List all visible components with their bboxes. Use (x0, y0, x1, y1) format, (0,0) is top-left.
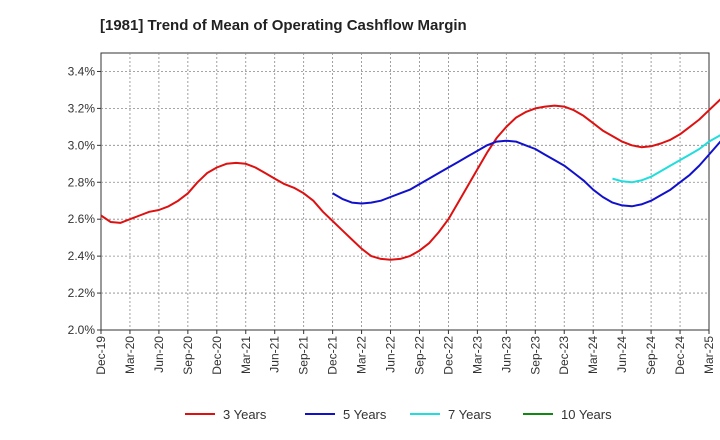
x-tick-label: Dec-23 (557, 336, 571, 375)
x-axis-ticks: Dec-19 Mar-20 Jun-20 Sep-20 Dec-20 Mar-21 Jun-… (94, 330, 716, 375)
x-tick-label: Mar-22 (355, 336, 369, 374)
y-tick-label: 2.4% (68, 249, 96, 263)
y-tick-label: 2.6% (68, 212, 96, 226)
x-tick-label: Mar-23 (470, 336, 484, 374)
x-tick-label: Mar-20 (123, 336, 137, 374)
x-tick-label: Sep-23 (528, 336, 542, 375)
y-axis-ticks: 2.0% 2.2% 2.4% 2.6% 2.8% 3.0% 3.2% 3.4% (68, 64, 101, 337)
y-tick-label: 2.0% (68, 323, 96, 337)
x-tick-label: Dec-20 (210, 336, 224, 375)
x-tick-label: Jun-20 (152, 336, 166, 373)
x-tick-label: Sep-24 (644, 336, 658, 375)
y-tick-label: 2.8% (68, 175, 96, 189)
x-tick-label: Dec-22 (441, 336, 455, 375)
x-tick-label: Sep-22 (412, 336, 426, 375)
x-tick-label: Sep-20 (181, 336, 195, 375)
series-line-3-years (100, 98, 720, 261)
x-tick-label: Jun-23 (499, 336, 513, 373)
series-lines (100, 98, 720, 261)
x-tick-label: Jun-24 (615, 336, 629, 373)
x-tick-label: Jun-22 (384, 336, 398, 373)
series-line-7-years (612, 134, 720, 184)
x-tick-label: Mar-21 (239, 336, 253, 374)
y-tick-label: 3.0% (68, 138, 96, 152)
x-tick-label: Jun-21 (268, 336, 282, 373)
x-tick-label: Dec-19 (94, 336, 108, 375)
x-tick-label: Sep-21 (297, 336, 311, 375)
legend-label: 5 Years (343, 407, 387, 422)
y-tick-label: 3.2% (68, 101, 96, 115)
grid-lines (101, 53, 709, 330)
legend-label: 10 Years (561, 407, 612, 422)
chart-title: [1981] Trend of Mean of Operating Cashfl… (100, 17, 467, 34)
y-tick-label: 2.2% (68, 286, 96, 300)
x-tick-label: Dec-21 (326, 336, 340, 375)
legend: 3 Years 5 Years 7 Years 10 Years (185, 407, 612, 422)
series-line-5-years (332, 139, 720, 208)
y-tick-label: 3.4% (68, 64, 96, 78)
legend-label: 3 Years (223, 407, 267, 422)
legend-label: 7 Years (448, 407, 492, 422)
x-tick-label: Mar-24 (586, 336, 600, 374)
x-tick-label: Mar-25 (702, 336, 716, 374)
x-tick-label: Dec-24 (673, 336, 687, 375)
